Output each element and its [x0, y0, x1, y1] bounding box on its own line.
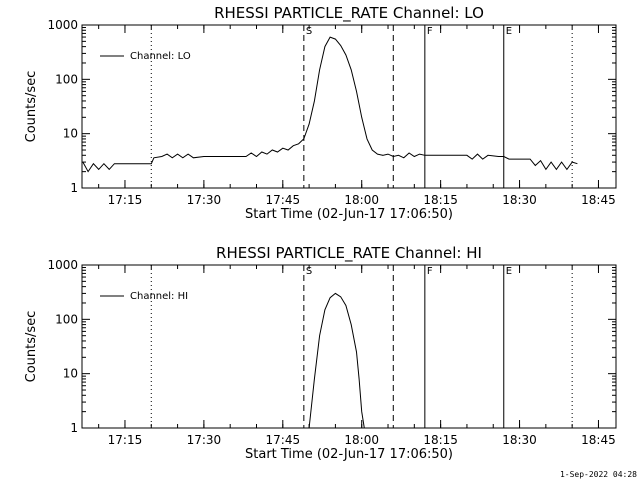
x-axis-label: Start Time (02-Jun-17 17:06:50) [245, 207, 453, 222]
x-tick-label: 17:30 [187, 193, 222, 207]
x-tick-label: 18:30 [502, 193, 537, 207]
y-tick-label: 100 [55, 72, 78, 86]
series-line-channel-lo [82, 36, 578, 173]
y-tick-label: 1000 [47, 18, 78, 32]
x-tick-label: 18:45 [581, 433, 616, 447]
series-line-channel-hi [308, 292, 365, 429]
x-tick-label: 18:45 [581, 193, 616, 207]
y-tick-label: 1 [70, 421, 78, 435]
marker-label: E [506, 26, 512, 37]
panel-2: RHESSI PARTICLE_RATE Channel: HI 1 10 100 10… [24, 244, 617, 462]
x-axis-label: Start Time (02-Jun-17 17:06:50) [245, 447, 453, 462]
marker-label: E [506, 266, 512, 277]
chart-title: RHESSI PARTICLE_RATE Channel: LO [214, 4, 484, 23]
legend-label: Channel: LO [130, 51, 191, 62]
x-tick-label: 17:45 [266, 193, 301, 207]
y-tick-label: 1000 [47, 258, 78, 272]
x-tick-label: 18:00 [344, 193, 379, 207]
y-tick-label: 1 [70, 181, 78, 195]
marker-label: S [306, 266, 312, 277]
y-tick-label: 100 [55, 312, 78, 326]
x-tick-label: 17:15 [108, 433, 143, 447]
x-tick-label: 17:30 [187, 433, 222, 447]
y-axis-label: Counts/sec [24, 71, 39, 143]
marker-label: F [427, 26, 433, 37]
plot-frame [81, 24, 617, 189]
y-tick-label: 10 [63, 367, 78, 381]
x-tick-label: 18:30 [502, 433, 537, 447]
marker-label: S [306, 26, 312, 37]
x-tick-label: 18:15 [423, 193, 458, 207]
footer-timestamp: 1-Sep-2022 04:28 [559, 470, 637, 479]
plot-frame [81, 264, 617, 429]
x-tick-label: 18:00 [344, 433, 379, 447]
x-tick-label: 17:45 [266, 433, 301, 447]
y-axis-label: Counts/sec [24, 311, 39, 383]
chart-title: RHESSI PARTICLE_RATE Channel: HI [216, 244, 482, 263]
y-tick-label: 10 [63, 127, 78, 141]
legend-label: Channel: HI [130, 291, 188, 302]
x-tick-label: 17:15 [108, 193, 143, 207]
marker-label: F [427, 266, 433, 277]
x-tick-label: 18:15 [423, 433, 458, 447]
panel-1: RHESSI PARTICLE_RATE Channel: LO 1 10 100 10… [24, 4, 617, 222]
